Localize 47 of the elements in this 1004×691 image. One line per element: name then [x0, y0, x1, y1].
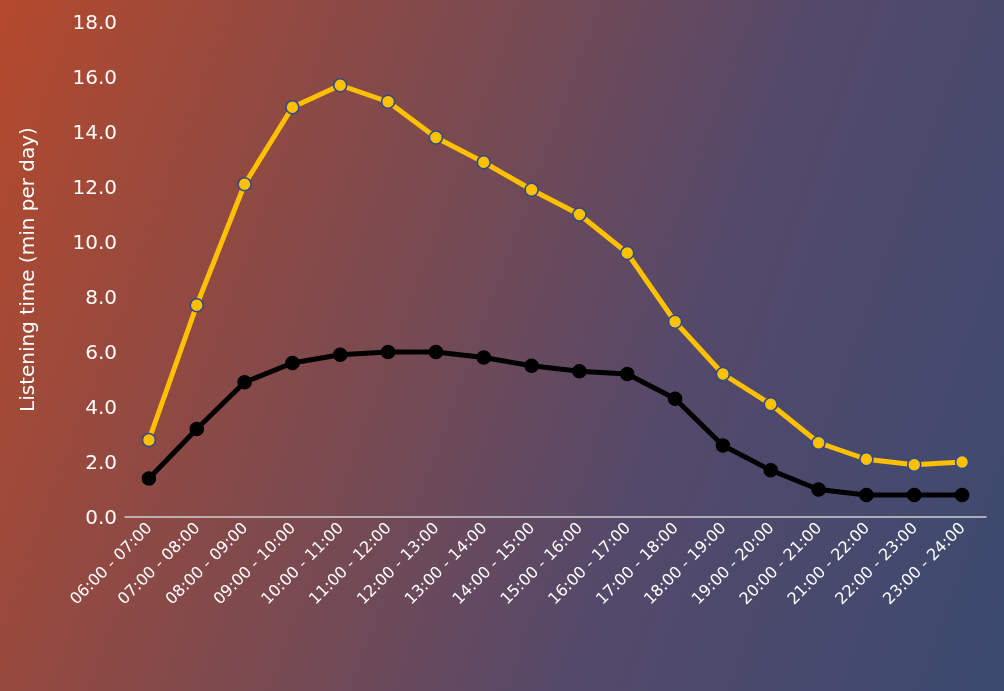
point [141, 471, 157, 486]
y-tick-label: 0.0 [85, 505, 117, 529]
point [428, 130, 444, 145]
point [189, 298, 204, 313]
point [572, 364, 587, 379]
point [333, 78, 348, 93]
point [620, 366, 635, 382]
point [620, 245, 635, 261]
point [285, 100, 300, 115]
point [667, 391, 683, 406]
point [476, 155, 491, 170]
point [476, 350, 491, 365]
point [859, 452, 874, 467]
point [715, 366, 731, 382]
point [715, 438, 731, 453]
y-tick-label: 6.0 [85, 340, 117, 364]
y-tick-label: 2.0 [85, 450, 117, 474]
y-tick-label: 14.0 [72, 120, 117, 144]
point [141, 432, 157, 448]
point [763, 397, 778, 412]
y-tick-label: 12.0 [72, 175, 117, 199]
point [285, 355, 300, 371]
point [237, 177, 252, 192]
y-tick-label: 8.0 [85, 285, 117, 309]
point [572, 207, 587, 222]
y-tick-label: 10.0 [72, 230, 117, 254]
point [380, 94, 396, 109]
point [333, 347, 348, 362]
point [811, 435, 826, 450]
point [524, 182, 539, 197]
point [907, 457, 922, 472]
point [859, 487, 874, 503]
point [380, 344, 396, 360]
point [667, 314, 683, 329]
point [189, 421, 204, 437]
point [954, 487, 970, 503]
y-tick-label: 4.0 [85, 395, 117, 419]
y-axis-title: Listening time (min per day) [15, 127, 39, 412]
point [907, 487, 922, 503]
point [811, 482, 826, 497]
y-tick-label: 18.0 [72, 10, 117, 34]
y-tick-label: 16.0 [72, 65, 117, 89]
point [524, 358, 539, 373]
point [237, 375, 252, 390]
point [763, 463, 778, 478]
point [954, 454, 970, 470]
point [428, 344, 444, 360]
